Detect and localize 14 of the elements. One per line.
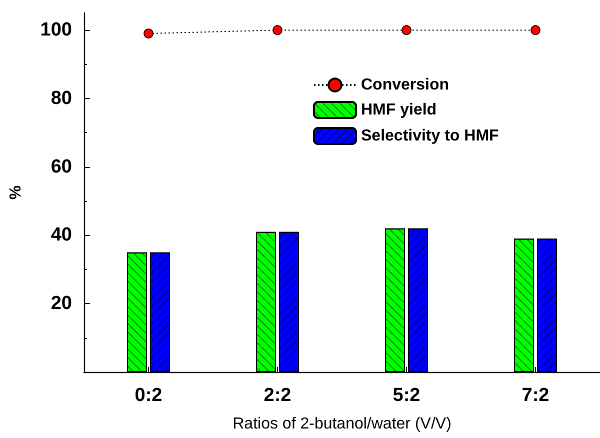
x-tick-label: 0:2 — [134, 385, 162, 406]
y-tick-label: 20 — [50, 293, 72, 314]
y-tick-label: 60 — [50, 156, 72, 178]
y-tick-label: 80 — [50, 88, 72, 109]
y-tick-label: 40 — [50, 224, 72, 246]
x-tick-label: 2:2 — [264, 385, 292, 406]
legend-label: Conversion — [361, 76, 450, 94]
x-tick-label: 7:2 — [522, 385, 550, 406]
legend-label: HMF yield — [361, 102, 437, 118]
legend-label: Selectivity to HMF — [361, 128, 500, 144]
y-axis-title: % — [8, 185, 24, 200]
x-axis-title: Ratios of 2-butanol/water (V/V) — [232, 416, 452, 432]
x-tick-label: 5:2 — [392, 385, 420, 406]
y-tick-label: 100 — [40, 20, 72, 41]
